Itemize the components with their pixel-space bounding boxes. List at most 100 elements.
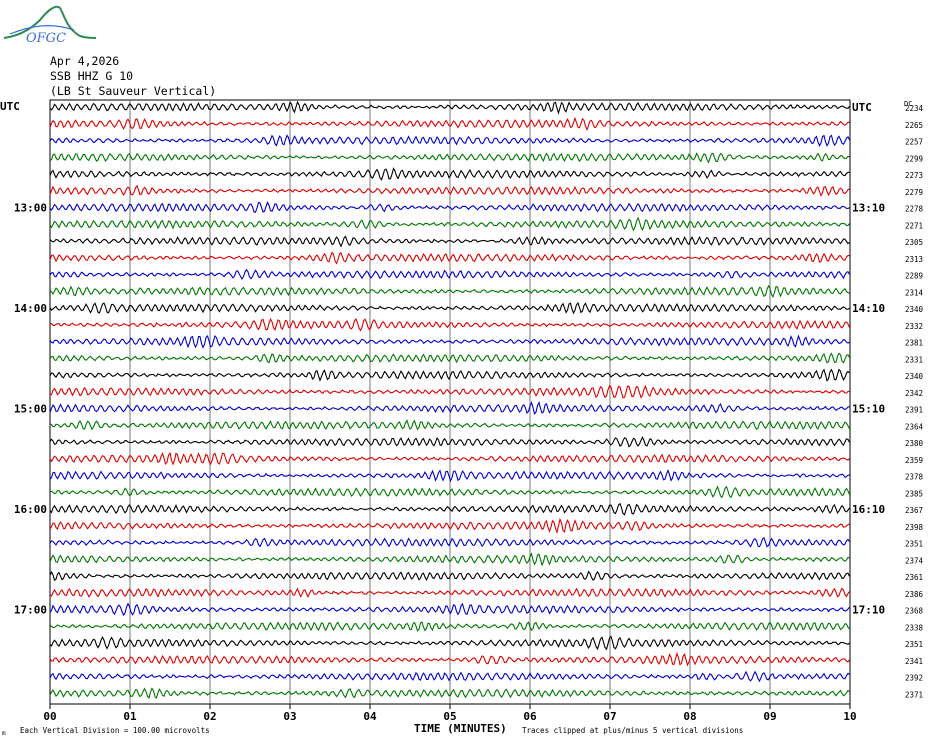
trace-line	[49, 134, 850, 148]
dc-offset-label: 2385	[905, 489, 923, 498]
trace-line	[49, 419, 850, 431]
dc-offset-label: 2313	[905, 255, 923, 264]
dc-offset-label: 2273	[905, 171, 923, 180]
trace-line	[49, 436, 850, 448]
trace-line	[49, 352, 850, 364]
x-tick-label: 03	[283, 710, 296, 723]
dc-offset-label: 2278	[905, 205, 924, 214]
x-tick-label: 10	[843, 710, 856, 723]
corner-mark: m	[2, 730, 6, 737]
trace-line	[49, 670, 850, 683]
trace-line	[49, 587, 850, 598]
trace-line	[49, 152, 850, 164]
clip-note: Traces clipped at plus/minus 5 vertical …	[522, 726, 743, 735]
dc-offset-label: 2305	[905, 238, 923, 247]
ofgc-logo: OFGC	[3, 5, 97, 46]
left-hour-label: 16:00	[14, 503, 47, 516]
trace-line	[49, 451, 850, 466]
dc-offset-label: 2340	[905, 305, 924, 314]
trace-line	[49, 334, 850, 349]
left-hour-label: 15:00	[14, 403, 47, 416]
x-tick-label: 09	[763, 710, 776, 723]
left-utc-label: UTC	[0, 100, 20, 113]
chart-labels: 13:00 14:00 15:00 16:00 17:00 UTC 13:10 14:10 15…	[14, 101, 885, 617]
dc-offset-label: 2392	[905, 674, 923, 683]
trace-line	[49, 400, 850, 415]
dc-offset-label: 2299	[905, 154, 923, 163]
header-station: SSB HHZ G 10	[50, 69, 133, 83]
trace-line	[50, 317, 851, 332]
trace-line	[49, 602, 850, 617]
trace-line	[49, 251, 850, 265]
trace-line	[49, 536, 850, 548]
trace-line	[49, 552, 850, 567]
right-time-label: 15:10	[852, 403, 885, 416]
trace-line	[49, 468, 850, 483]
dc-column-header: DC	[904, 100, 912, 108]
dc-offset-label: 2386	[905, 590, 924, 599]
x-tick-label: 05	[443, 710, 456, 723]
trace-line	[49, 570, 851, 582]
dc-offset-label: 2340	[905, 372, 924, 381]
trace-line	[49, 116, 850, 131]
trace-line	[49, 502, 850, 516]
trace-line	[49, 651, 850, 667]
dc-offset-label: 2371	[905, 690, 923, 699]
x-axis-title: TIME (MINUTES)	[414, 722, 507, 735]
dc-offset-label: 2342	[905, 389, 923, 398]
dc-offset-label: 2265	[905, 121, 923, 130]
x-tick-label: 00	[43, 710, 56, 723]
dc-offset-label: 2368	[905, 607, 924, 616]
dc-offset-label: 2289	[905, 272, 923, 281]
dc-offset-label: 2374	[905, 556, 924, 565]
dc-offset-label: 2351	[905, 640, 923, 649]
trace-line	[49, 687, 850, 700]
dc-offset-label: 2359	[905, 456, 923, 465]
trace-line	[49, 517, 850, 534]
dc-offset-label: 2398	[905, 523, 924, 532]
dc-offset-label: 2361	[905, 573, 923, 582]
seismic-traces: 2234 2265 2257 2299 2273 2279 2278 2271 2305 2313…	[49, 100, 924, 700]
trace-line	[49, 201, 850, 213]
dc-offset-label: 2378	[905, 473, 924, 482]
dc-offset-label: 2380	[905, 439, 924, 448]
x-tick-label: 08	[683, 710, 696, 723]
right-time-label: 17:10	[852, 604, 885, 617]
scale-note: Each Vertical Division = 100.00 microvol…	[20, 726, 210, 735]
trace-line	[49, 384, 850, 399]
dc-offset-label: 2271	[905, 221, 923, 230]
dc-offset-label: 2367	[905, 506, 923, 515]
trace-line	[49, 635, 850, 651]
trace-line	[49, 368, 850, 382]
dc-offset-label: 2331	[905, 355, 923, 364]
x-tick-label: 04	[363, 710, 377, 723]
x-tick-label: 07	[603, 710, 616, 723]
trace-line	[49, 100, 850, 115]
right-time-label: 16:10	[852, 503, 885, 516]
trace-line	[49, 621, 850, 632]
dc-offset-label: 2314	[905, 288, 924, 297]
trace-line	[49, 235, 850, 248]
dc-offset-label: 2351	[905, 540, 923, 549]
right-time-label: 14:10	[852, 302, 885, 315]
x-tick-label: 01	[123, 710, 137, 723]
dc-offset-label: 2332	[905, 322, 923, 331]
logo-swoosh-icon	[9, 25, 75, 35]
trace-line	[49, 284, 850, 299]
dc-offset-label: 2257	[905, 138, 923, 147]
right-time-label: 13:10	[852, 202, 885, 215]
dc-offset-label: 2391	[905, 406, 923, 415]
dc-offset-label: 2279	[905, 188, 923, 197]
logo-text: OFGC	[26, 31, 66, 46]
right-time-label: UTC	[852, 101, 872, 114]
trace-line	[49, 485, 851, 499]
left-hour-label: 17:00	[14, 604, 47, 617]
dc-offset-label: 2234	[905, 104, 924, 113]
x-tick-label: 02	[203, 710, 216, 723]
header-date: Apr 4,2026	[50, 54, 119, 68]
trace-line	[49, 216, 850, 232]
header-location: (LB St Sauveur Vertical)	[50, 84, 216, 98]
chart-grid: 00 01 02 03 04 05 06 07 08 09 10	[43, 99, 857, 723]
left-hour-label: 14:00	[14, 302, 47, 315]
